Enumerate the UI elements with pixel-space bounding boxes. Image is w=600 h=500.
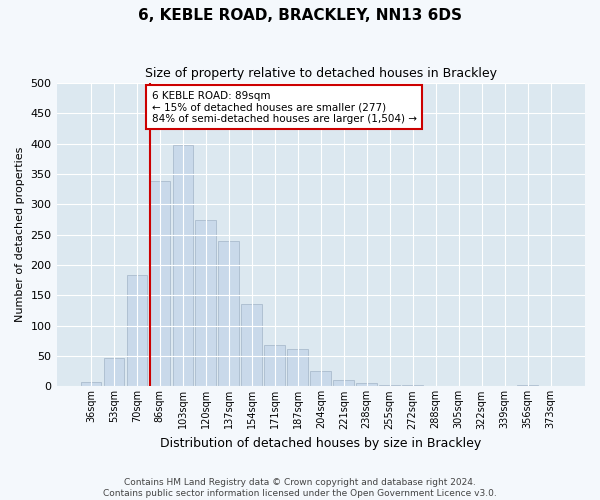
Title: Size of property relative to detached houses in Brackley: Size of property relative to detached ho… — [145, 68, 497, 80]
Bar — [310, 371, 331, 386]
Bar — [265, 345, 285, 387]
Bar — [104, 358, 124, 386]
Y-axis label: Number of detached properties: Number of detached properties — [15, 147, 25, 322]
Bar — [287, 349, 308, 387]
Bar — [241, 304, 262, 386]
Bar — [196, 220, 216, 386]
Bar — [80, 382, 101, 386]
Bar — [173, 145, 193, 386]
Bar — [127, 276, 147, 386]
Bar — [379, 384, 400, 386]
Bar — [149, 182, 170, 386]
Text: 6 KEBLE ROAD: 89sqm
← 15% of detached houses are smaller (277)
84% of semi-detac: 6 KEBLE ROAD: 89sqm ← 15% of detached ho… — [152, 90, 416, 124]
Bar — [356, 384, 377, 386]
Bar — [517, 384, 538, 386]
X-axis label: Distribution of detached houses by size in Brackley: Distribution of detached houses by size … — [160, 437, 481, 450]
Text: Contains HM Land Registry data © Crown copyright and database right 2024.
Contai: Contains HM Land Registry data © Crown c… — [103, 478, 497, 498]
Bar — [403, 385, 423, 386]
Bar — [334, 380, 354, 386]
Bar — [218, 241, 239, 386]
Text: 6, KEBLE ROAD, BRACKLEY, NN13 6DS: 6, KEBLE ROAD, BRACKLEY, NN13 6DS — [138, 8, 462, 22]
